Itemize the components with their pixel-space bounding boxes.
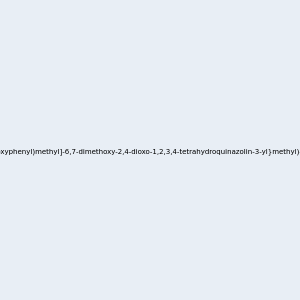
- Text: 4-({1-[(5-formyl-2-methoxyphenyl)methyl]-6,7-dimethoxy-2,4-dioxo-1,2,3,4-tetrahy: 4-({1-[(5-formyl-2-methoxyphenyl)methyl]…: [0, 148, 300, 155]
